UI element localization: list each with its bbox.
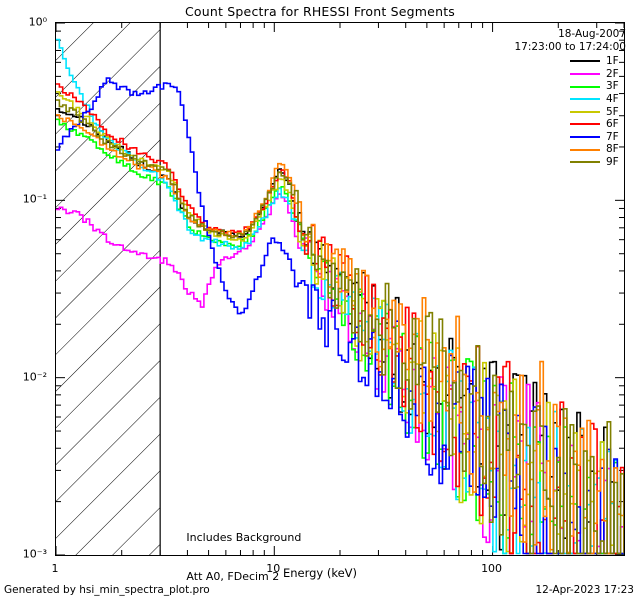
footer-timestamp: 12-Apr-2023 17:23: [535, 584, 634, 596]
legend-swatch-5f: [570, 106, 600, 119]
legend-swatch-3f: [570, 80, 600, 93]
legend-item: 2F: [570, 68, 626, 81]
legend-date-line2: 17:23:00 to 17:24:00: [514, 40, 626, 53]
legend: 18-Aug-2007 17:23:00 to 17:24:00 1F 2F 3F 4…: [514, 28, 626, 169]
y-tick-label: 10⁻¹: [22, 192, 47, 206]
legend-swatch-2f: [570, 68, 600, 81]
legend-label: 7F: [606, 130, 619, 143]
legend-item: 7F: [570, 131, 626, 144]
legend-item: 6F: [570, 118, 626, 131]
plot-annotation: Includes Background Att A0, FDecim 2: [186, 505, 301, 609]
plot-area: [55, 22, 625, 556]
footer-credit: Generated by hsi_min_spectra_plot.pro: [4, 584, 210, 596]
legend-swatch-6f: [570, 118, 600, 131]
legend-label: 4F: [606, 92, 619, 105]
legend-label: 5F: [606, 105, 619, 118]
legend-item: 8F: [570, 143, 626, 156]
legend-item: 4F: [570, 93, 626, 106]
legend-swatch-4f: [570, 93, 600, 106]
legend-label: 1F: [606, 55, 619, 68]
legend-item: 3F: [570, 80, 626, 93]
x-tick-label: 100: [481, 562, 503, 575]
annotation-line-2: Att A0, FDecim 2: [186, 569, 280, 583]
spectra-plot-svg: [56, 23, 624, 555]
legend-swatch-7f: [570, 131, 600, 144]
legend-label: 3F: [606, 80, 619, 93]
annotation-line-1: Includes Background: [186, 530, 302, 544]
series-line-9f: [56, 99, 624, 555]
legend-swatch-1f: [570, 55, 600, 68]
legend-label: 8F: [606, 143, 619, 156]
legend-entries: 1F 2F 3F 4F 5F 6F 7F 8F 9F: [570, 55, 626, 168]
legend-label: 2F: [606, 67, 619, 80]
x-tick-label: 10: [266, 562, 281, 575]
legend-date-line1: 18-Aug-2007: [558, 28, 626, 40]
y-tick-label: 10⁻²: [22, 370, 47, 384]
legend-swatch-8f: [570, 143, 600, 156]
legend-item: 5F: [570, 106, 626, 119]
legend-swatch-9f: [570, 156, 600, 169]
x-axis-label: Energy (keV): [282, 566, 358, 580]
legend-label: 6F: [606, 118, 619, 131]
legend-item: 9F: [570, 156, 626, 169]
y-tick-label: 10⁻³: [22, 547, 47, 561]
x-tick-label: 1: [51, 562, 59, 575]
legend-dates: 18-Aug-2007 17:23:00 to 17:24:00: [514, 28, 626, 53]
page-title: Count Spectra for RHESSI Front Segments: [184, 4, 456, 19]
legend-item: 1F: [570, 55, 626, 68]
legend-label: 9F: [606, 155, 619, 168]
y-tick-label: 10⁰: [28, 15, 47, 29]
